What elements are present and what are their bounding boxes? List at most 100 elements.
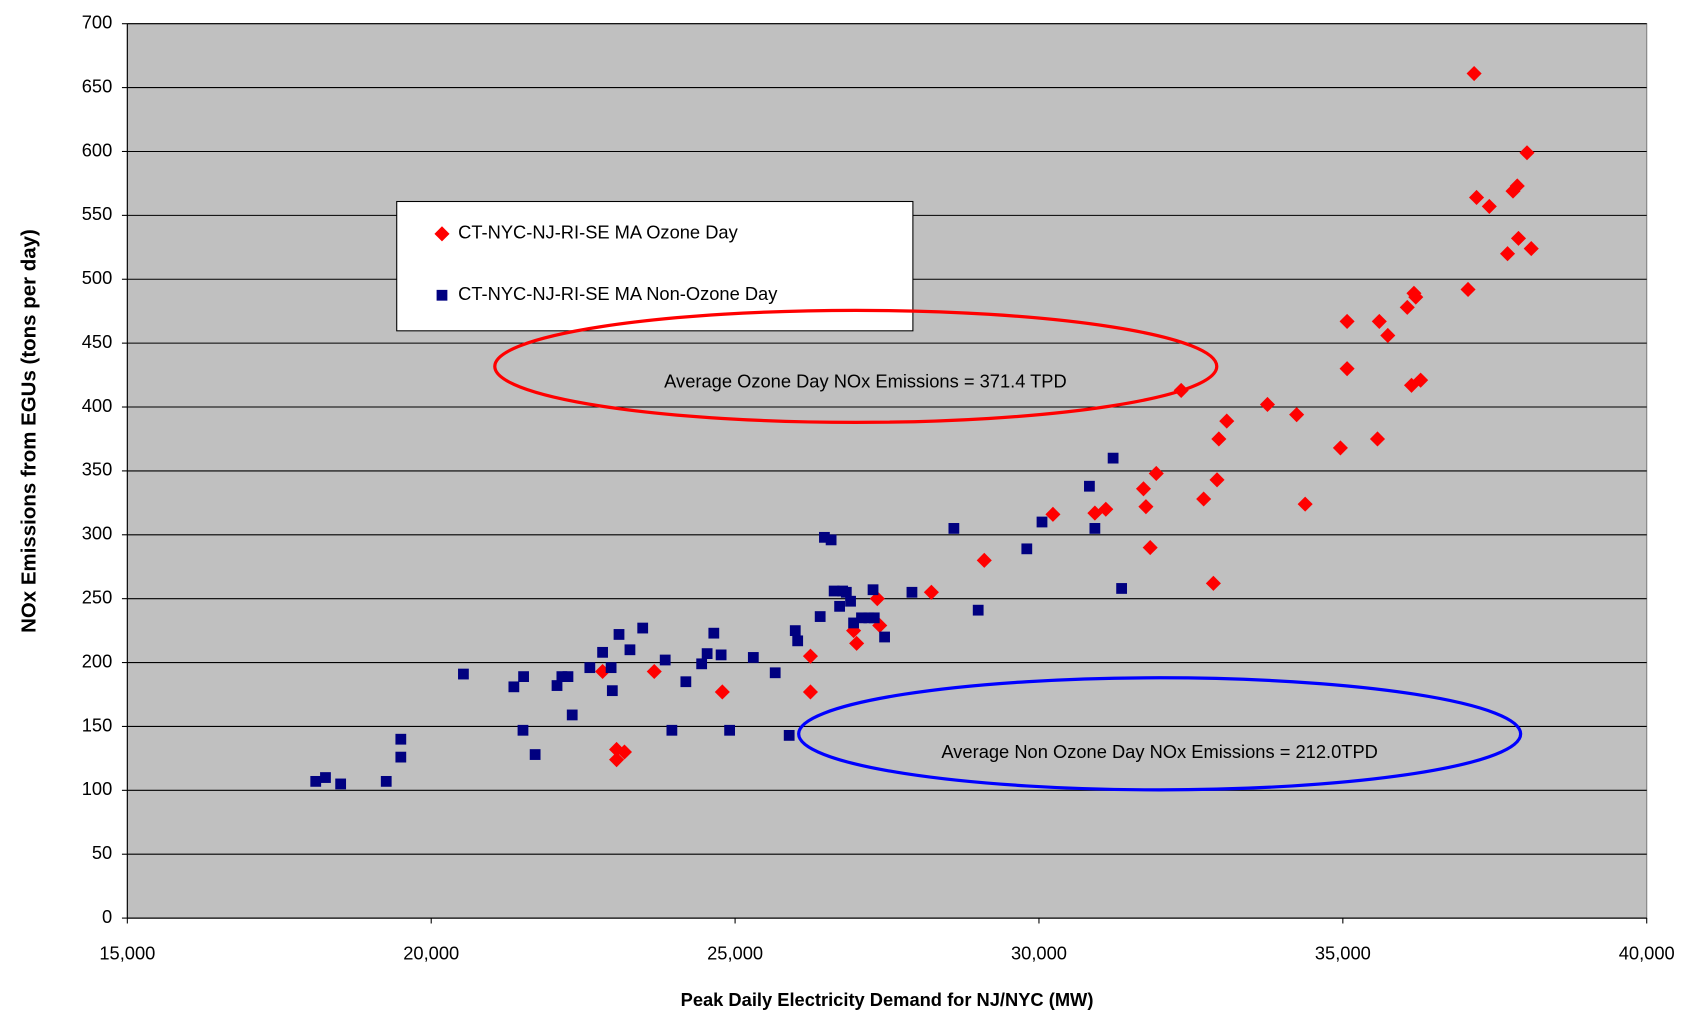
point xyxy=(597,646,608,658)
y-tick-label: 200 xyxy=(82,650,113,671)
point xyxy=(948,523,960,534)
point xyxy=(1107,452,1119,464)
point xyxy=(1116,583,1128,594)
x-tick-label: 25,000 xyxy=(707,943,763,964)
point xyxy=(680,676,692,688)
y-tick-label: 400 xyxy=(82,395,113,416)
point xyxy=(1142,540,1158,556)
point xyxy=(715,649,727,661)
x-tick-label: 30,000 xyxy=(1011,943,1067,964)
y-tick-label: 50 xyxy=(92,842,112,863)
point xyxy=(395,751,407,763)
y-tick-label: 250 xyxy=(82,587,113,608)
point xyxy=(1135,481,1152,497)
point xyxy=(1466,65,1482,82)
point xyxy=(1219,413,1235,429)
point xyxy=(769,667,781,679)
point xyxy=(783,729,795,741)
point xyxy=(1084,480,1095,492)
point xyxy=(1021,543,1033,555)
annotation: Average Non Ozone Day NOx Emissions = 21… xyxy=(941,741,1377,762)
point xyxy=(529,749,541,760)
point xyxy=(856,612,867,624)
y-tick-label: 350 xyxy=(82,459,113,480)
point xyxy=(972,604,984,616)
point xyxy=(868,612,880,624)
point xyxy=(834,600,846,612)
point xyxy=(923,584,939,600)
point xyxy=(606,685,618,697)
point xyxy=(624,644,636,656)
point xyxy=(802,648,818,664)
point xyxy=(1209,472,1225,488)
point xyxy=(613,629,625,640)
point xyxy=(335,778,347,790)
point xyxy=(848,617,859,629)
x-tick-label: 20,000 xyxy=(403,943,459,964)
point xyxy=(1211,431,1227,447)
point xyxy=(708,627,720,639)
point xyxy=(1297,496,1313,512)
point xyxy=(637,622,649,634)
annotation-ellipse xyxy=(797,676,1523,792)
point xyxy=(825,534,837,546)
point xyxy=(1196,491,1212,507)
point xyxy=(1138,499,1154,515)
point xyxy=(1469,189,1485,206)
y-tick-label: 150 xyxy=(82,714,113,735)
point xyxy=(605,662,617,674)
point xyxy=(792,635,804,647)
x-tick-label: 15,000 xyxy=(99,943,155,964)
point xyxy=(517,724,529,736)
point xyxy=(1481,198,1497,214)
point xyxy=(562,671,574,682)
point xyxy=(1408,289,1424,305)
point xyxy=(1089,523,1101,534)
point xyxy=(863,612,875,624)
point xyxy=(724,724,736,736)
point xyxy=(1087,505,1103,521)
point xyxy=(320,772,331,783)
point xyxy=(828,585,840,597)
point xyxy=(666,724,678,736)
legend-marker xyxy=(436,289,448,301)
point xyxy=(976,552,992,568)
point xyxy=(814,611,826,622)
point xyxy=(1380,327,1396,344)
point xyxy=(566,709,578,721)
point xyxy=(508,681,520,693)
y-tick-label: 450 xyxy=(82,331,113,352)
point xyxy=(696,658,708,670)
y-tick-label: 0 xyxy=(102,906,112,927)
point xyxy=(1460,281,1476,298)
x-axis-title: Peak Daily Electricity Demand for NJ/NYC… xyxy=(681,989,1094,1010)
point xyxy=(556,671,568,682)
point xyxy=(310,775,322,787)
legend-label: CT-NYC-NJ-RI-SE MA Ozone Day xyxy=(458,222,738,243)
point xyxy=(1332,440,1348,456)
point xyxy=(867,584,879,596)
y-axis-title: NOx Emissions from EGUs (tons per day) xyxy=(18,229,41,633)
point xyxy=(380,775,392,787)
y-tick-label: 700 xyxy=(82,12,113,33)
point xyxy=(819,531,830,543)
annotation: Average Ozone Day NOx Emissions = 371.4 … xyxy=(664,370,1067,391)
point xyxy=(584,662,596,674)
point xyxy=(659,654,671,666)
x-tick-label: 40,000 xyxy=(1619,943,1675,964)
point xyxy=(458,668,469,680)
point xyxy=(701,648,713,659)
legend-label: CT-NYC-NJ-RI-SE MA Non-Ozone Day xyxy=(458,283,778,304)
point xyxy=(395,733,407,745)
point xyxy=(1403,377,1420,393)
point xyxy=(849,635,865,651)
y-tick-label: 300 xyxy=(82,523,113,544)
legend-marker xyxy=(434,226,450,242)
point xyxy=(551,680,563,691)
point xyxy=(1289,407,1305,423)
point xyxy=(1036,516,1048,528)
y-tick-label: 650 xyxy=(82,75,113,96)
annotation-ellipse xyxy=(493,308,1219,425)
y-tick-label: 100 xyxy=(82,778,113,799)
